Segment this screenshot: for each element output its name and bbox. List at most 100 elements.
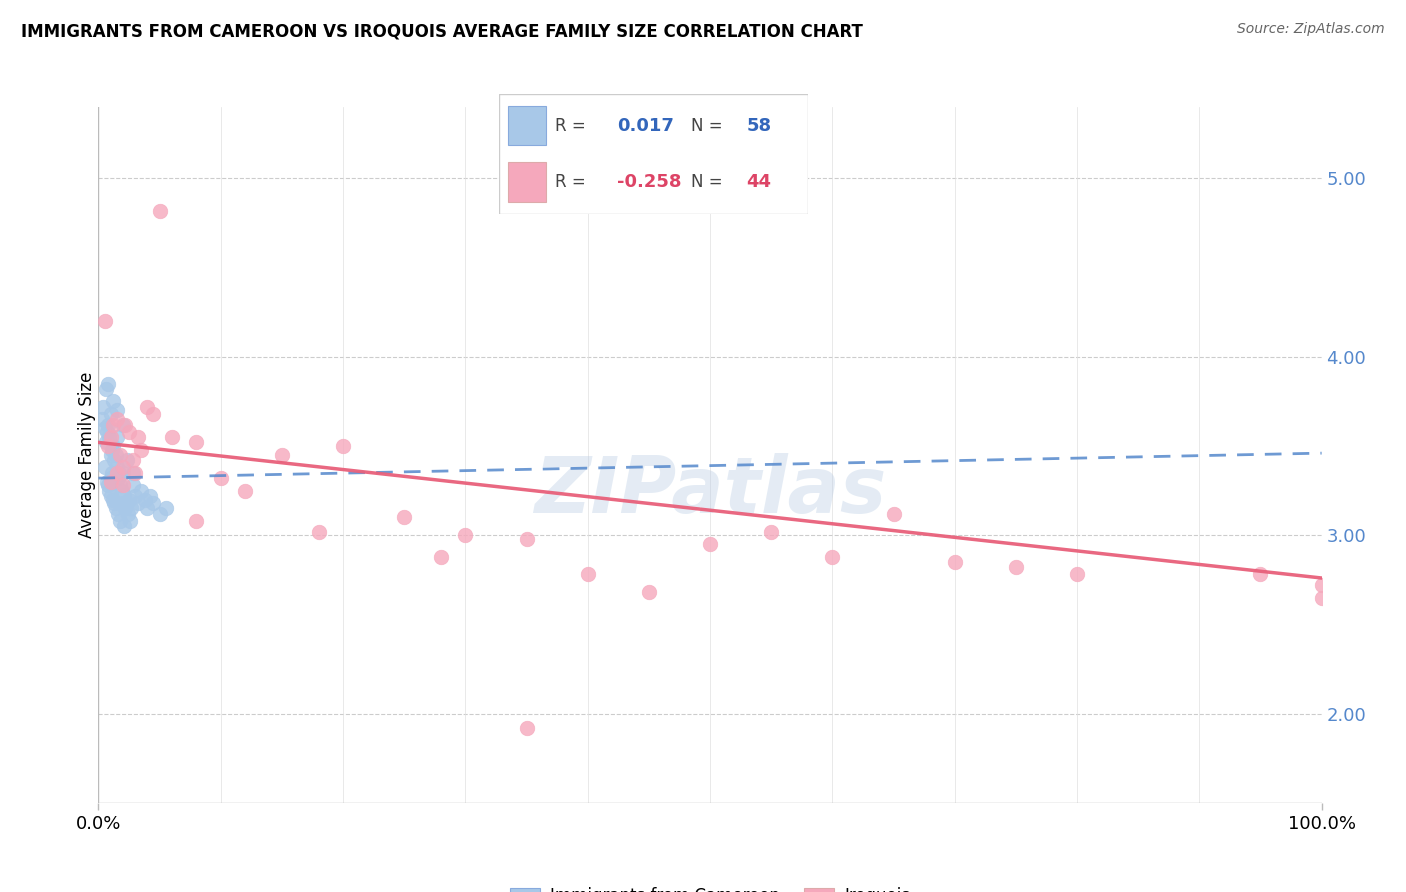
FancyBboxPatch shape (509, 162, 546, 202)
Point (142, 407, 165, 421)
Point (943, 555, 966, 569)
Point (576, 567, 599, 582)
Point (638, 585, 661, 599)
Point (127, 496, 149, 510)
Point (97, 376, 120, 391)
Y-axis label: Average Family Size: Average Family Size (79, 372, 96, 538)
Point (110, 478, 132, 492)
Point (111, 478, 134, 492)
Point (186, 435, 208, 450)
FancyBboxPatch shape (509, 106, 546, 145)
Text: 44: 44 (747, 172, 772, 191)
Point (104, 448, 127, 462)
Point (110, 514, 132, 528)
Point (136, 501, 159, 516)
Point (516, 721, 538, 735)
FancyBboxPatch shape (499, 94, 808, 214)
Point (121, 466, 143, 480)
Point (120, 514, 142, 528)
Point (1310, 591, 1333, 605)
Point (101, 417, 124, 432)
Point (121, 478, 143, 492)
Point (94, 435, 117, 450)
Point (1310, 578, 1333, 592)
Point (124, 489, 146, 503)
Point (149, 203, 172, 218)
Point (111, 460, 134, 475)
Point (1066, 567, 1088, 582)
Point (96, 425, 118, 439)
Point (101, 394, 124, 409)
Point (101, 492, 124, 507)
Point (107, 471, 129, 485)
Text: 0.017: 0.017 (617, 117, 673, 136)
Point (100, 448, 122, 462)
Point (761, 524, 783, 539)
Point (392, 510, 416, 524)
Point (91, 400, 114, 414)
Point (142, 496, 165, 510)
Point (110, 448, 132, 462)
Point (97, 417, 120, 432)
Point (104, 501, 127, 516)
Point (98, 483, 121, 498)
Point (91, 412, 114, 426)
Text: N =: N = (690, 117, 723, 136)
Text: 58: 58 (747, 117, 772, 136)
Point (821, 549, 844, 564)
Text: Source: ZipAtlas.com: Source: ZipAtlas.com (1237, 22, 1385, 37)
Point (118, 492, 141, 507)
Point (270, 448, 294, 462)
Point (107, 507, 129, 521)
Text: IMMIGRANTS FROM CAMEROON VS IROQUOIS AVERAGE FAMILY SIZE CORRELATION CHART: IMMIGRANTS FROM CAMEROON VS IROQUOIS AVE… (21, 22, 863, 40)
Point (112, 489, 135, 503)
Point (105, 430, 128, 444)
Text: -0.258: -0.258 (617, 172, 681, 191)
Point (134, 492, 156, 507)
Point (516, 532, 538, 546)
Point (100, 489, 122, 503)
Point (105, 403, 128, 417)
Point (127, 430, 149, 444)
Legend: Immigrants from Cameroon, Iroquois: Immigrants from Cameroon, Iroquois (503, 880, 917, 892)
Point (103, 496, 125, 510)
Point (111, 417, 134, 432)
Point (117, 507, 139, 521)
Point (105, 460, 128, 475)
Point (101, 442, 124, 457)
Point (100, 407, 122, 421)
Point (114, 417, 136, 432)
Point (103, 453, 125, 467)
Point (98, 430, 121, 444)
Point (101, 466, 124, 480)
Point (186, 514, 208, 528)
Point (454, 528, 477, 542)
Point (114, 501, 136, 516)
Point (97, 478, 120, 492)
Point (121, 453, 143, 467)
Point (699, 537, 721, 551)
Point (94, 382, 117, 396)
Point (105, 466, 128, 480)
Point (124, 466, 146, 480)
Point (120, 501, 142, 516)
Point (129, 442, 152, 457)
Point (105, 412, 128, 426)
Point (430, 549, 453, 564)
Text: R =: R = (555, 117, 585, 136)
Point (149, 507, 172, 521)
Point (111, 496, 134, 510)
Point (115, 496, 138, 510)
Point (136, 400, 159, 414)
Point (93, 421, 115, 435)
Point (112, 519, 135, 533)
Text: R =: R = (555, 172, 585, 191)
Point (100, 471, 122, 485)
Point (100, 475, 122, 489)
Point (1004, 560, 1026, 574)
Point (160, 430, 183, 444)
Point (155, 501, 177, 516)
Point (93, 314, 115, 328)
Point (209, 471, 232, 485)
Point (1250, 567, 1272, 582)
